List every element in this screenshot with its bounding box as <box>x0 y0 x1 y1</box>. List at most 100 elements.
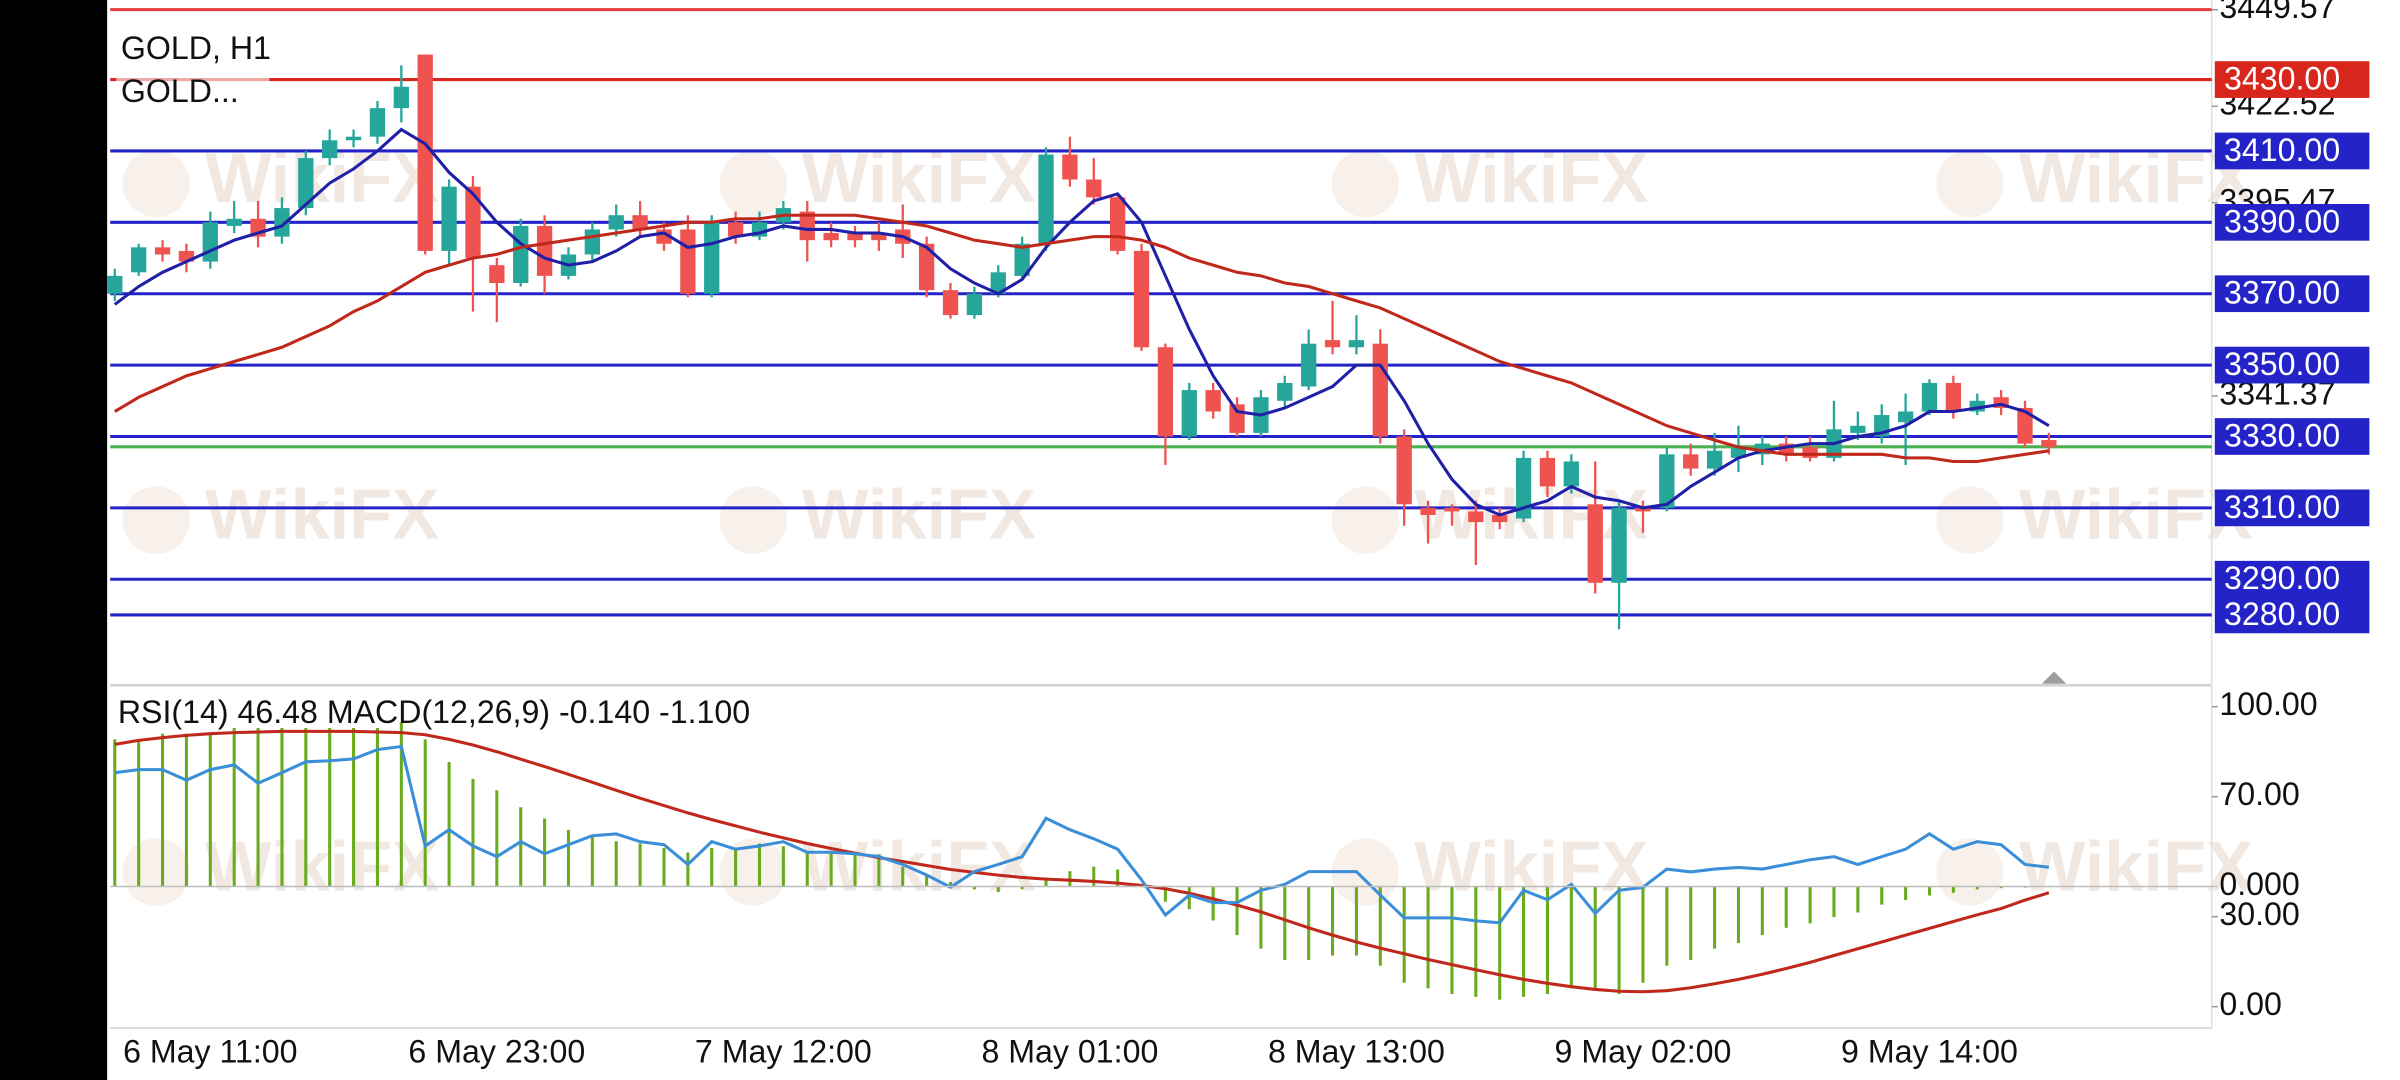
macd-bar <box>352 728 356 887</box>
candle-body <box>393 86 409 109</box>
y-tick-label: 70.00 <box>2219 776 2299 812</box>
candle-body <box>1635 507 1651 512</box>
macd-bar <box>1760 886 1764 936</box>
macd-bar <box>1593 886 1597 989</box>
candle-body <box>680 229 696 294</box>
level-box <box>2214 275 2370 313</box>
macd-bar <box>1474 886 1478 997</box>
candle-body <box>1348 340 1365 348</box>
macd-bar <box>280 728 284 887</box>
watermark-logo <box>1331 486 1399 554</box>
watermarks: WikiFX WikiFX WikiFX WikiFX WikiFX WikiFX Wiki… <box>122 138 2253 906</box>
candle-body <box>322 140 338 159</box>
level-box <box>2214 418 2370 455</box>
candle-body <box>608 215 624 230</box>
y-tick-label: 0.00 <box>2219 986 2282 1022</box>
candle-body <box>1778 443 1794 455</box>
macd-bar <box>686 852 690 887</box>
candle-body <box>1181 390 1197 437</box>
macd-bar <box>614 841 618 887</box>
watermark-logo <box>1936 149 2004 218</box>
candle-body <box>489 265 505 284</box>
macd-bar <box>113 739 117 887</box>
macd-bar <box>1522 886 1526 997</box>
macd-bar <box>972 886 976 890</box>
macd-bar <box>590 835 594 887</box>
watermark-logo <box>122 486 190 554</box>
macd-bar <box>375 728 379 887</box>
macd-bar <box>925 874 929 887</box>
macd-bar <box>948 881 953 887</box>
level-label: 3290.00 <box>2224 560 2340 596</box>
candle-body <box>178 250 195 262</box>
candle-body <box>1205 390 1221 412</box>
candle-body <box>1850 425 1866 433</box>
watermark: WikiFX <box>802 475 1036 554</box>
x-tick-label: 8 May 13:00 <box>1268 1033 1445 1069</box>
candle-body <box>1539 457 1556 487</box>
shift-marker <box>2041 671 2067 684</box>
macd-bar <box>1426 886 1430 989</box>
level-label: 3430.00 <box>2224 61 2340 97</box>
macd-bar <box>1689 886 1693 961</box>
macd-bar <box>901 866 905 887</box>
candle-body <box>441 186 457 251</box>
level-box <box>2214 489 2370 527</box>
candle-body <box>1110 197 1126 251</box>
watermark: WikiFX <box>205 475 439 554</box>
candle-body <box>2041 440 2057 448</box>
macd-bar <box>1307 886 1311 961</box>
macd-bar <box>1856 886 1860 913</box>
indicator-title: RSI(14) 46.48 MACD(12,26,9) -0.140 -1.10… <box>118 694 750 730</box>
candle-body <box>704 222 720 294</box>
macd-bar <box>662 847 666 887</box>
level-box <box>2214 560 2370 598</box>
candle-body <box>1945 382 1962 412</box>
macd-bar <box>805 850 809 887</box>
candle-body <box>154 247 171 255</box>
macd-bar <box>1187 886 1191 910</box>
candle-body <box>1897 411 1914 423</box>
macd-bar <box>1044 877 1048 887</box>
candle-body <box>1062 154 1078 180</box>
y2-tick-label: 0.000 <box>2219 866 2299 902</box>
watermark-logo <box>1936 486 2004 554</box>
macd-bar <box>1880 886 1884 905</box>
macd-bar <box>1975 886 1979 890</box>
macd-bar <box>1283 886 1287 961</box>
candle-body <box>345 136 362 141</box>
macd-bar <box>1331 886 1335 956</box>
candle-body <box>966 293 983 316</box>
candle-body <box>1659 454 1675 508</box>
macd-bar <box>996 886 1000 893</box>
macd-bar <box>1378 886 1382 966</box>
macd-bar <box>1808 886 1812 924</box>
candle-body <box>1372 343 1388 437</box>
macd-bar <box>1498 886 1502 1000</box>
macd-bar <box>1354 886 1358 956</box>
candle-body <box>1683 454 1699 469</box>
candle-body <box>2017 407 2033 444</box>
candle-body <box>1444 507 1460 512</box>
macd-bar <box>208 733 212 887</box>
level-label: 3310.00 <box>2224 489 2340 525</box>
macd-bar <box>566 829 570 887</box>
level-box <box>2214 203 2370 241</box>
macd-bar <box>447 761 451 887</box>
candle-body <box>1754 443 1770 455</box>
candle-body <box>918 243 935 291</box>
level-box <box>2214 61 2370 98</box>
candle-body <box>1420 507 1436 515</box>
candle-body <box>1993 397 2009 408</box>
candle-body <box>1563 461 1579 487</box>
x-tick-label: 8 May 01:00 <box>981 1033 1158 1069</box>
macd-bar <box>1116 869 1120 887</box>
macd-bar <box>232 728 236 887</box>
macd-bar <box>1569 886 1573 989</box>
macd-bar <box>1951 886 1955 893</box>
candle-body <box>202 222 218 262</box>
x-tick-label: 9 May 14:00 <box>1841 1033 2018 1069</box>
candle-body <box>1038 154 1054 244</box>
candle-body <box>1277 382 1293 401</box>
